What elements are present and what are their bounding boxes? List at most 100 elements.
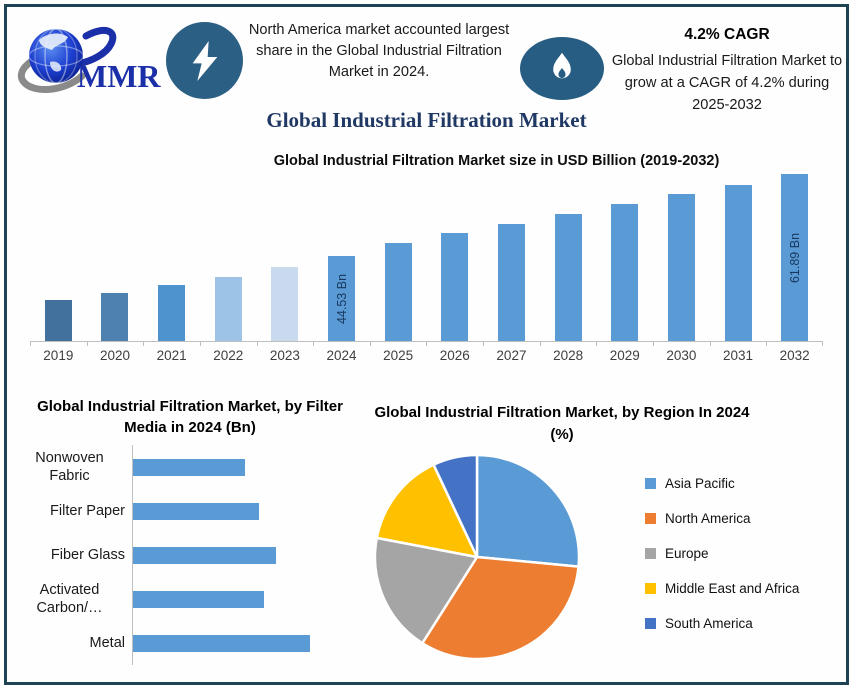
filter-media-track: [132, 489, 366, 533]
pie-slice-middle-east-and-africa: [375, 463, 479, 559]
market-size-x-axis: 2019 2020 2021 2022 2023 2024 2025 2026 2027 2028…: [30, 341, 823, 363]
market-size-bar-2026: [441, 233, 469, 341]
legend-label: Middle East and Africa: [665, 581, 800, 596]
x-axis-label-2021: 2021: [143, 342, 200, 363]
bar-column-2030: [653, 171, 710, 341]
market-size-chart: Global Industrial Filtration Market size…: [30, 153, 823, 363]
region-legend: Asia Pacific North America Europe Middle Ea…: [645, 476, 799, 651]
pie-slice-asia-pacific: [475, 453, 581, 568]
x-axis-label-2022: 2022: [199, 342, 257, 363]
legend-swatch: [645, 583, 656, 594]
bar-column-2020: [87, 171, 144, 341]
pie-slice-europe: [373, 536, 479, 645]
market-size-bar-2027: [497, 224, 525, 341]
market-size-bar-2020: [101, 293, 129, 341]
region-pie: [372, 452, 582, 662]
filter-media-label: Filter Paper: [50, 502, 125, 519]
legend-swatch: [645, 618, 656, 629]
market-size-bar-2025: [384, 243, 412, 341]
market-size-chart-title: Global Industrial Filtration Market size…: [273, 153, 720, 169]
page-title: Global Industrial Filtration Market: [266, 108, 587, 132]
x-axis-label-2032: 2032: [766, 342, 823, 363]
filter-media-track: [132, 533, 366, 577]
flame-icon: [520, 37, 604, 100]
lightning-bolt-glyph: [192, 40, 217, 81]
legend-item: Asia Pacific: [645, 476, 799, 491]
bar-column-2028: [540, 171, 597, 341]
market-size-bar-2032: 61.89 Bn: [781, 174, 809, 341]
x-axis-label-2019: 2019: [30, 342, 87, 363]
market-size-bar-2031: [724, 185, 752, 341]
cagr-value: 4.2% CAGR: [684, 26, 770, 43]
x-axis-label-2031: 2031: [709, 342, 767, 363]
flame-glyph: [553, 52, 571, 78]
legend-label: Europe: [665, 546, 709, 561]
legend-item: North America: [645, 511, 799, 526]
lightning-icon: [166, 22, 243, 99]
bar-column-2019: [30, 171, 87, 341]
bar-column-2024: 44.53 Bn: [313, 171, 370, 341]
filter-media-plot: Nonwoven Fabric Filter Paper Fiber Glass Ac…: [14, 445, 366, 665]
filter-media-bar: [133, 634, 311, 652]
market-size-bar-2023: [271, 267, 299, 341]
market-size-bar-2019: [44, 300, 72, 341]
bar-data-label-2024: 44.53 Bn: [334, 273, 349, 324]
filter-media-chart-title: Global Industrial Filtration Market, by …: [37, 398, 343, 436]
x-axis-label-2024: 2024: [313, 342, 370, 363]
bar-column-2026: [426, 171, 483, 341]
legend-label: Asia Pacific: [665, 476, 735, 491]
pie-slice-south-america: [432, 453, 479, 559]
legend-item: Europe: [645, 546, 799, 561]
legend-item: Middle East and Africa: [645, 581, 799, 596]
filter-media-row: Metal: [14, 621, 366, 665]
bar-column-2023: [257, 171, 314, 341]
mmr-logo: MMR: [12, 18, 164, 104]
legend-swatch: [645, 548, 656, 559]
region-chart-title: Global Industrial Filtration Market, by …: [374, 404, 750, 443]
market-highlight-note: North America market accounted largest s…: [248, 22, 510, 81]
x-axis-label-2027: 2027: [483, 342, 540, 363]
market-size-plot: 44.53 Bn 61.89 Bn: [30, 171, 823, 341]
filter-media-label: Fiber Glass: [50, 546, 125, 563]
bar-column-2021: [143, 171, 200, 341]
bar-data-label-2032: 61.89 Bn: [787, 232, 802, 283]
cagr-note: 4.2% CAGR Global Industrial Filtration M…: [606, 26, 848, 117]
x-axis-label-2028: 2028: [539, 342, 597, 363]
bar-column-2025: [370, 171, 427, 341]
bar-column-2031: [710, 171, 767, 341]
filter-media-label: Metal: [89, 634, 125, 651]
filter-media-row: Nonwoven Fabric: [14, 445, 366, 489]
cagr-description: Global Industrial Filtration Market to g…: [611, 53, 843, 113]
legend-swatch: [645, 478, 656, 489]
filter-media-track: [132, 445, 366, 489]
filter-media-bar: [133, 502, 259, 520]
mmr-logo-text: MMR: [77, 58, 161, 94]
filter-media-bar: [133, 458, 245, 476]
region-pie-graphic: [373, 453, 581, 661]
legend-label: North America: [665, 511, 751, 526]
filter-media-bar: [133, 590, 265, 608]
bar-column-2022: [200, 171, 257, 341]
filter-media-row: Activated Carbon/…: [14, 577, 366, 621]
mmr-logo-graphic: MMR: [17, 26, 161, 94]
legend-item: South America: [645, 616, 799, 631]
filter-media-label: Activated Carbon/…: [36, 581, 103, 616]
bar-column-2029: [596, 171, 653, 341]
x-axis-label-2029: 2029: [596, 342, 653, 363]
legend-swatch: [645, 513, 656, 524]
filter-media-bar: [133, 546, 277, 564]
bar-column-2027: [483, 171, 540, 341]
bar-column-2032: 61.89 Bn: [766, 171, 823, 341]
region-chart: Global Industrial Filtration Market, by …: [372, 402, 846, 674]
market-size-bar-2021: [158, 285, 186, 341]
x-axis-label-2030: 2030: [653, 342, 710, 363]
market-size-bar-2028: [554, 214, 582, 341]
filter-media-row: Fiber Glass: [14, 533, 366, 577]
market-size-bar-2029: [611, 204, 639, 341]
legend-label: South America: [665, 616, 753, 631]
market-size-bar-2024: 44.53 Bn: [328, 256, 356, 341]
x-axis-label-2023: 2023: [256, 342, 314, 363]
filter-media-row: Filter Paper: [14, 489, 366, 533]
market-size-bar-2030: [667, 194, 695, 341]
filter-media-track: [132, 621, 366, 665]
